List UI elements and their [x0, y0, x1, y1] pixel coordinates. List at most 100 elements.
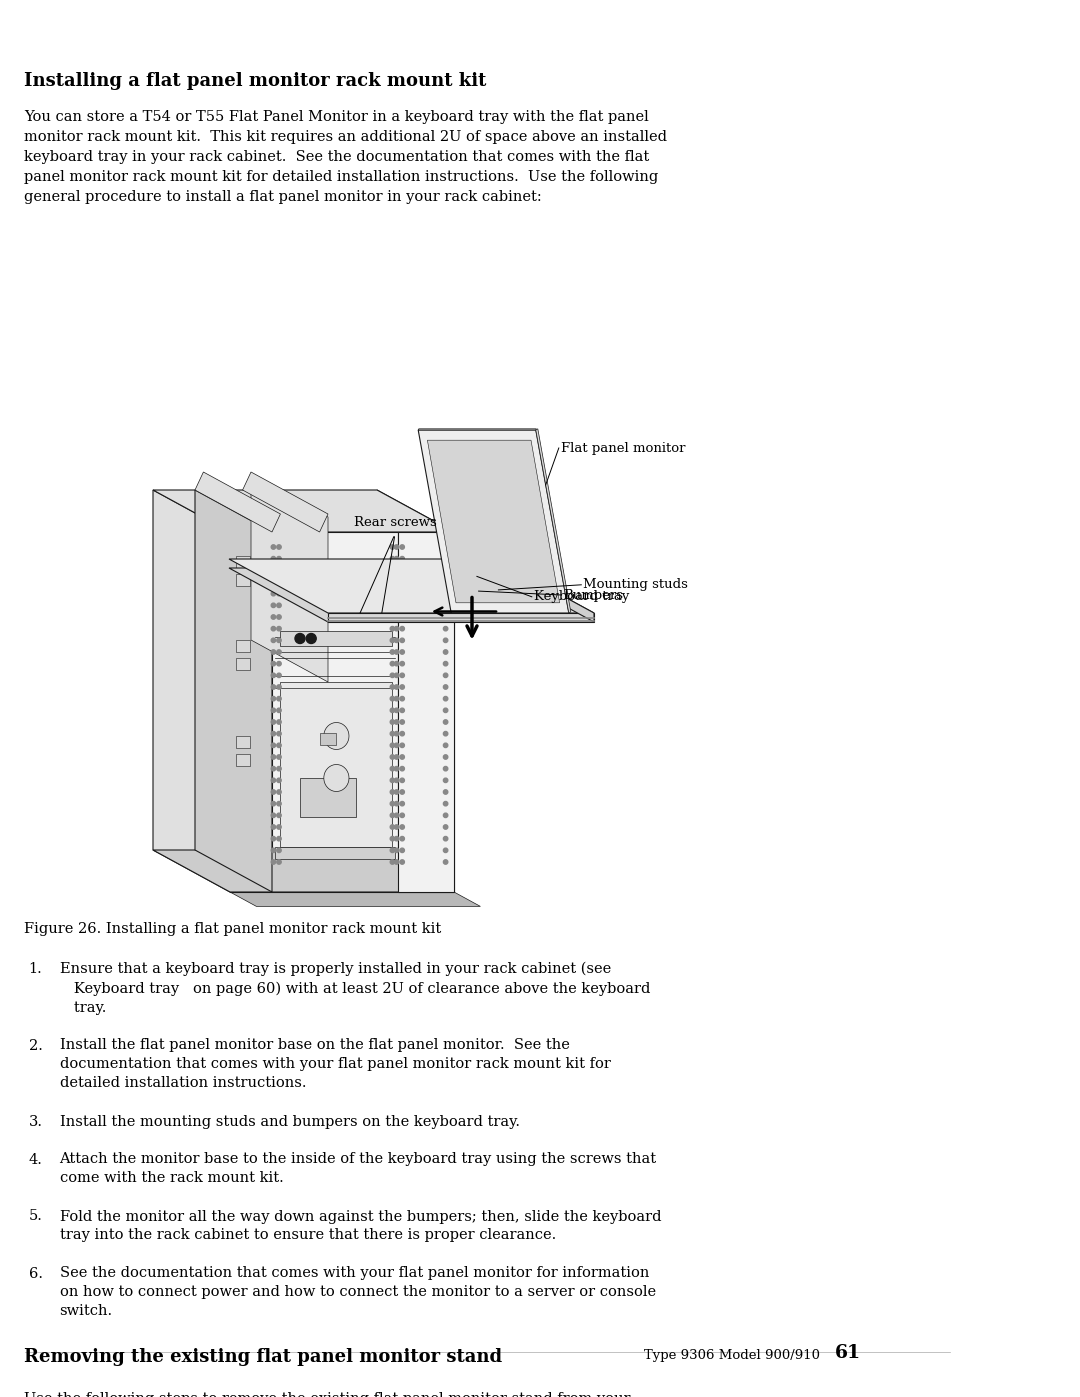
Circle shape — [400, 837, 404, 841]
Polygon shape — [320, 733, 336, 745]
Circle shape — [390, 767, 394, 771]
Circle shape — [390, 569, 394, 573]
Circle shape — [390, 813, 394, 817]
Circle shape — [444, 708, 448, 712]
Circle shape — [390, 719, 394, 724]
Circle shape — [276, 824, 281, 830]
Polygon shape — [243, 472, 328, 532]
Polygon shape — [235, 591, 267, 623]
Circle shape — [271, 767, 275, 771]
Circle shape — [390, 626, 394, 631]
Polygon shape — [418, 430, 569, 613]
Polygon shape — [195, 472, 281, 532]
Circle shape — [394, 697, 399, 701]
Circle shape — [271, 556, 275, 560]
Text: 6.: 6. — [28, 1267, 42, 1281]
Circle shape — [394, 848, 399, 852]
Circle shape — [394, 732, 399, 736]
Circle shape — [394, 580, 399, 584]
Circle shape — [444, 778, 448, 782]
Circle shape — [390, 789, 394, 795]
Circle shape — [394, 778, 399, 782]
Circle shape — [390, 778, 394, 782]
Circle shape — [444, 545, 448, 549]
Circle shape — [400, 708, 404, 712]
Circle shape — [276, 848, 281, 852]
Polygon shape — [195, 490, 349, 849]
Circle shape — [394, 626, 399, 631]
Text: Rear screws: Rear screws — [353, 515, 436, 529]
Circle shape — [271, 859, 275, 865]
Circle shape — [444, 650, 448, 654]
Polygon shape — [235, 792, 267, 824]
Text: Figure 26. Installing a flat panel monitor rack mount kit: Figure 26. Installing a flat panel monit… — [25, 922, 442, 936]
Text: Attach the monitor base to the inside of the keyboard tray using the screws that: Attach the monitor base to the inside of… — [59, 1153, 657, 1186]
Polygon shape — [281, 682, 392, 847]
Polygon shape — [153, 849, 454, 893]
Circle shape — [390, 604, 394, 608]
Circle shape — [394, 545, 399, 549]
Circle shape — [271, 708, 275, 712]
Circle shape — [400, 743, 404, 747]
Circle shape — [271, 604, 275, 608]
Circle shape — [444, 556, 448, 560]
Text: Removing the existing flat panel monitor stand: Removing the existing flat panel monitor… — [25, 1348, 502, 1366]
Circle shape — [276, 697, 281, 701]
Circle shape — [390, 848, 394, 852]
Circle shape — [307, 633, 316, 644]
Circle shape — [444, 789, 448, 795]
Circle shape — [276, 556, 281, 560]
Circle shape — [390, 685, 394, 689]
Polygon shape — [485, 608, 524, 613]
Circle shape — [394, 813, 399, 817]
Circle shape — [390, 824, 394, 830]
Circle shape — [400, 626, 404, 631]
Text: 2.: 2. — [29, 1038, 42, 1052]
Circle shape — [276, 673, 281, 678]
Circle shape — [271, 719, 275, 724]
Circle shape — [444, 732, 448, 736]
Polygon shape — [272, 532, 399, 893]
Circle shape — [394, 754, 399, 759]
Polygon shape — [235, 556, 249, 569]
Circle shape — [444, 754, 448, 759]
Circle shape — [271, 638, 275, 643]
Polygon shape — [235, 640, 249, 652]
Text: Fold the monitor all the way down against the bumpers; then, slide the keyboard
: Fold the monitor all the way down agains… — [59, 1210, 661, 1242]
Text: 1.: 1. — [29, 963, 42, 977]
Circle shape — [276, 626, 281, 631]
Circle shape — [400, 580, 404, 584]
Text: You can store a T54 or T55 Flat Panel Monitor in a keyboard tray with the flat p: You can store a T54 or T55 Flat Panel Mo… — [25, 110, 667, 204]
Circle shape — [400, 650, 404, 654]
Text: Keyboard tray: Keyboard tray — [534, 591, 630, 604]
Circle shape — [276, 708, 281, 712]
Circle shape — [400, 604, 404, 608]
Circle shape — [390, 650, 394, 654]
Circle shape — [390, 859, 394, 865]
Circle shape — [400, 859, 404, 865]
Text: Use the following steps to remove the existing flat panel monitor stand from you: Use the following steps to remove the ex… — [25, 1391, 631, 1397]
Circle shape — [444, 719, 448, 724]
Circle shape — [390, 673, 394, 678]
Circle shape — [400, 591, 404, 597]
Circle shape — [390, 743, 394, 747]
Circle shape — [394, 591, 399, 597]
Circle shape — [394, 661, 399, 666]
Polygon shape — [235, 736, 249, 747]
Circle shape — [394, 802, 399, 806]
Circle shape — [390, 754, 394, 759]
Circle shape — [390, 708, 394, 712]
Circle shape — [394, 615, 399, 619]
Circle shape — [271, 661, 275, 666]
Text: Ensure that a keyboard tray is properly installed in your rack cabinet (see
   K: Ensure that a keyboard tray is properly … — [59, 963, 650, 1014]
Text: 3.: 3. — [28, 1115, 42, 1129]
Circle shape — [271, 650, 275, 654]
Polygon shape — [229, 569, 594, 622]
Circle shape — [444, 591, 448, 597]
Polygon shape — [399, 532, 454, 893]
Circle shape — [276, 638, 281, 643]
Polygon shape — [281, 631, 392, 645]
Text: Mounting studs: Mounting studs — [583, 578, 688, 591]
Circle shape — [276, 837, 281, 841]
Circle shape — [276, 789, 281, 795]
